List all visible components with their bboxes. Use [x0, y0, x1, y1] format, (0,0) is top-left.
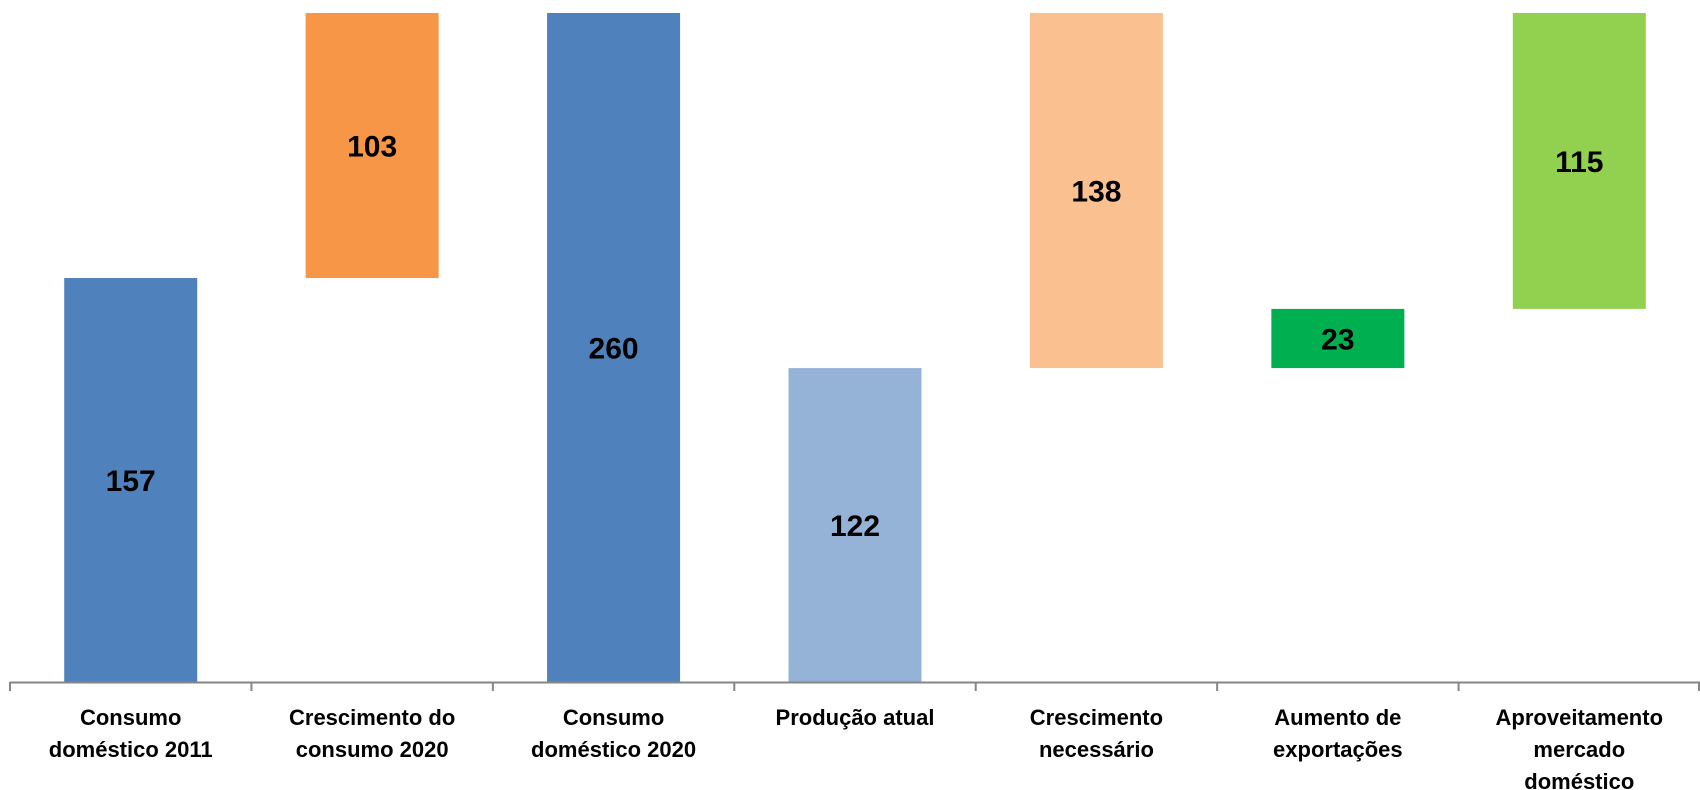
category-labels: Consumo doméstico 2011 Crescimento do consu… — [49, 705, 1663, 790]
bar-6 — [1271, 308, 1405, 369]
category-label-2: Crescimento do consumo 2020 — [289, 705, 455, 762]
value-label-5: 138 — [1071, 176, 1121, 209]
category-label-7: Aproveitamento mercado doméstico — [1496, 705, 1663, 790]
value-labels: 157 103 260 122 138 23 115 — [106, 131, 1604, 544]
value-label-7: 115 — [1555, 146, 1603, 179]
bar-5 — [1029, 13, 1163, 369]
bar-1 — [64, 278, 198, 682]
category-label-5: Crescimento necessário — [1030, 705, 1163, 762]
value-label-2: 103 — [347, 131, 397, 164]
x-axis — [9, 681, 1700, 691]
bar-4 — [788, 368, 922, 682]
bar-3 — [547, 13, 681, 682]
bars-layer — [64, 13, 1646, 682]
bar-2 — [305, 13, 439, 279]
category-label-6: Aumento de exportações — [1273, 705, 1403, 762]
value-label-4: 122 — [830, 510, 880, 543]
category-label-4: Produção atual — [776, 705, 935, 730]
value-label-3: 260 — [589, 333, 639, 366]
category-label-1: Consumo doméstico 2011 — [49, 705, 213, 762]
bar-7 — [1512, 13, 1646, 309]
value-label-6: 23 — [1321, 323, 1354, 356]
value-label-1: 157 — [106, 465, 156, 498]
category-label-3: Consumo doméstico 2020 — [531, 705, 696, 762]
